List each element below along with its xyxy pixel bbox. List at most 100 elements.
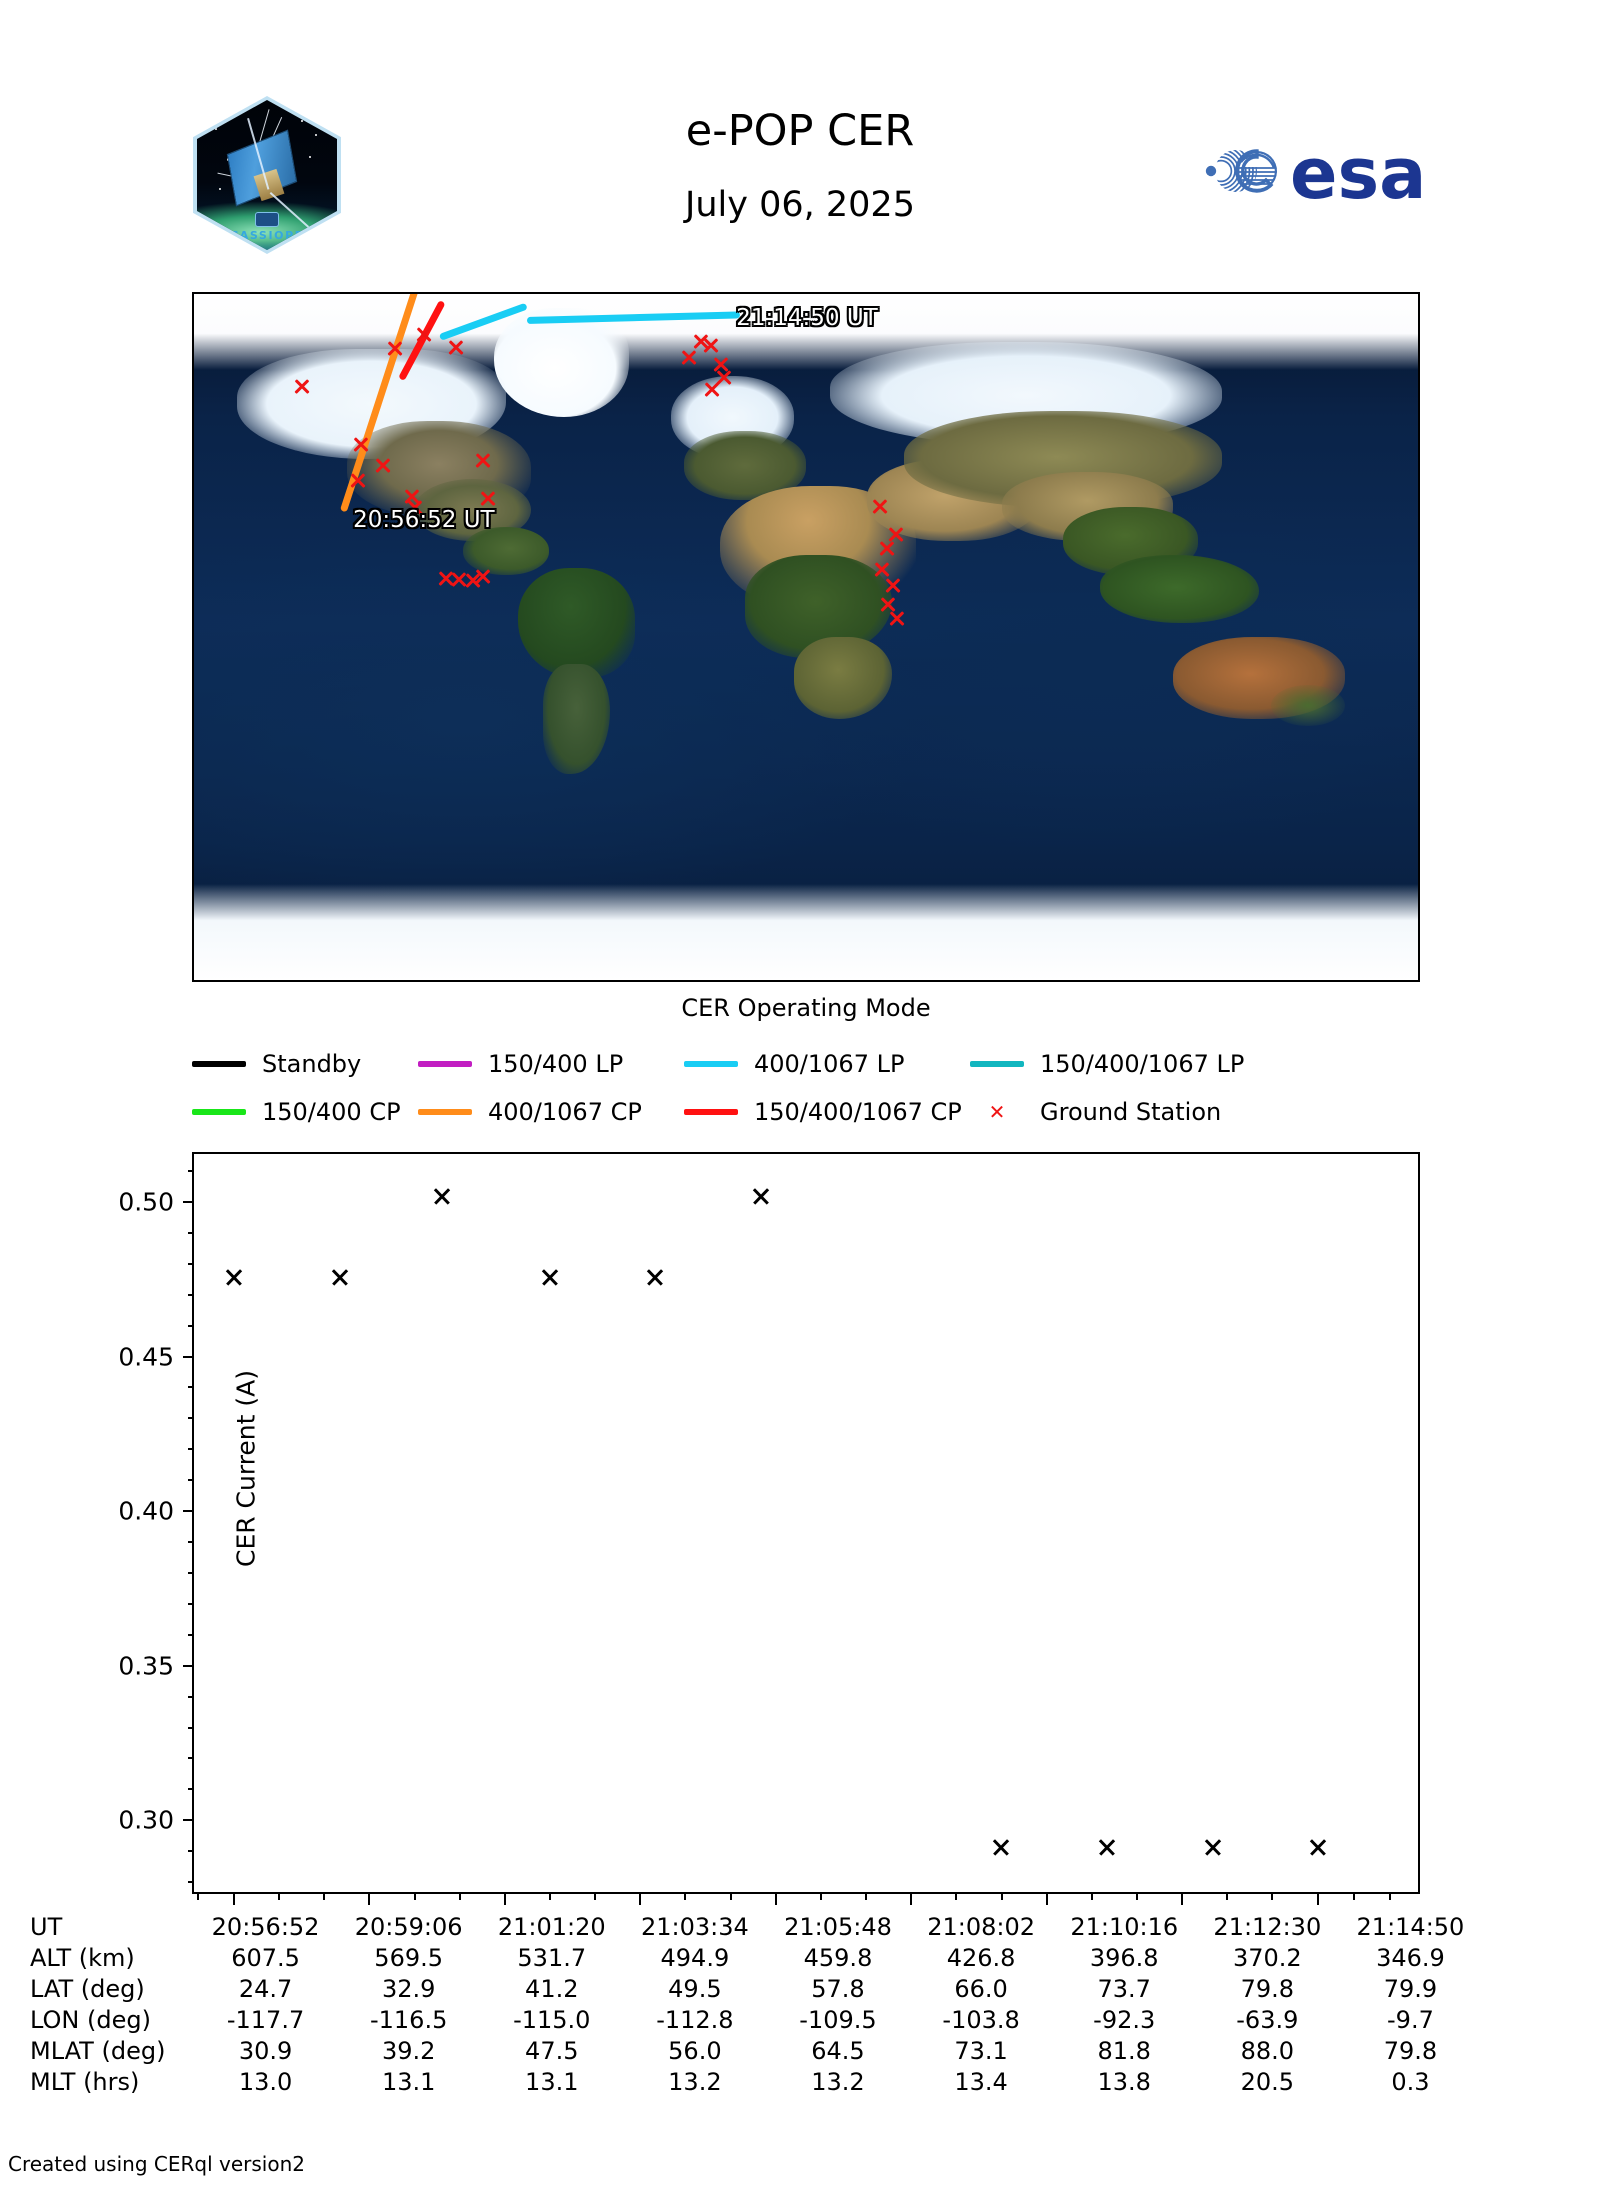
table-cell-value: 607.5 bbox=[231, 1944, 300, 1972]
y-tick-minor bbox=[188, 1479, 194, 1482]
cer-current-plot: CER Current (A) 0.30 0.35 0.40 0.45 0.50 bbox=[0, 1152, 1600, 1912]
y-tick-minor bbox=[188, 1788, 194, 1791]
x-tick-major bbox=[503, 1892, 506, 1905]
table-cell-value: 79.9 bbox=[1383, 1975, 1438, 2003]
data-point-marker bbox=[1307, 1836, 1329, 1858]
table-cell-value: 39.2 bbox=[381, 2037, 436, 2065]
legend-item-label: Ground Station bbox=[1040, 1098, 1222, 1126]
ground-station-x-icon bbox=[373, 455, 393, 475]
table-cell-value: 21:14:50 bbox=[1356, 1913, 1465, 1941]
x-tick-minor bbox=[1226, 1892, 1229, 1900]
y-tick-minor bbox=[188, 1541, 194, 1543]
x-tick-minor bbox=[1352, 1892, 1355, 1900]
table-cell-value: 21:03:34 bbox=[640, 1913, 749, 1941]
y-tick-label: 0.35 bbox=[118, 1651, 174, 1681]
table-cell-value: 531.7 bbox=[517, 1944, 587, 1972]
x-tick-minor bbox=[1388, 1892, 1391, 1900]
table-cell-value: 57.8 bbox=[811, 1975, 865, 2003]
table-cell-value: 13.0 bbox=[238, 2068, 293, 2096]
table-row-label: MLAT (deg) bbox=[30, 2037, 166, 2065]
legend-item-150-400-1067-lp[interactable]: 150/400/1067 LP bbox=[970, 1050, 1244, 1078]
x-tick-minor bbox=[594, 1892, 597, 1900]
x-tick-major bbox=[774, 1892, 777, 1905]
table-cell-value: 494.9 bbox=[660, 1944, 730, 1972]
table-row: MLAT (deg) 30.9 39.2 47.5 56.0 64.5 73.1 81.8 88… bbox=[30, 2036, 1482, 2067]
ground-station-x-icon bbox=[702, 379, 722, 399]
table-cell-value: 20.5 bbox=[1240, 2068, 1295, 2096]
table-cell-value: 13.8 bbox=[1097, 2068, 1151, 2096]
map-label-start-ut: 20:56:52 UT bbox=[353, 506, 495, 533]
ground-station-x-icon bbox=[877, 538, 897, 558]
legend-row-1: Standby 150/400 LP 400/1067 LP 150/400/1… bbox=[192, 1040, 1432, 1088]
x-tick-major bbox=[910, 1892, 913, 1905]
table-cell-value: 32.9 bbox=[381, 1975, 436, 2003]
legend-line-swatch bbox=[192, 1061, 246, 1067]
legend-item-150-400-1067-cp[interactable]: 150/400/1067 CP bbox=[684, 1098, 970, 1126]
y-tick-minor bbox=[188, 1262, 194, 1265]
table-cell-value: 30.9 bbox=[238, 2037, 293, 2065]
x-tick-minor bbox=[1090, 1892, 1093, 1900]
x-tick-minor bbox=[819, 1892, 822, 1900]
legend-item-standby[interactable]: Standby bbox=[192, 1050, 418, 1078]
y-tick-minor bbox=[188, 1881, 194, 1884]
table-cell-value: -109.5 bbox=[799, 2006, 877, 2034]
table-cell-value: 24.7 bbox=[238, 1975, 293, 2003]
legend-item-label: 150/400/1067 LP bbox=[1040, 1050, 1245, 1078]
table-cell-value: 20:56:52 bbox=[211, 1913, 320, 1941]
legend-line-swatch bbox=[192, 1109, 246, 1115]
ground-track-map[interactable]: 21:14:50 UT 20:56:52 UT bbox=[192, 292, 1420, 982]
legend-item-label: 150/400 LP bbox=[488, 1050, 624, 1078]
x-tick-minor bbox=[323, 1892, 326, 1900]
table-cell-value: 20:59:06 bbox=[354, 1913, 463, 1941]
x-tick-minor bbox=[955, 1892, 958, 1900]
table-cell-value: 370.2 bbox=[1232, 1944, 1302, 1972]
table-row-label: LON (deg) bbox=[30, 2006, 151, 2034]
table-cell-value: 81.8 bbox=[1097, 2037, 1151, 2065]
table-cell-value: 41.2 bbox=[525, 1975, 579, 2003]
legend-item-400-1067-lp[interactable]: 400/1067 LP bbox=[684, 1050, 970, 1078]
table-cell-value: 79.8 bbox=[1240, 1975, 1295, 2003]
table-cell-value: 569.5 bbox=[374, 1944, 444, 1972]
table-row-label: MLT (hrs) bbox=[30, 2068, 140, 2096]
table-cell-value: 0.3 bbox=[1391, 2068, 1430, 2096]
legend-item-ground-station[interactable]: ✕ Ground Station bbox=[970, 1098, 1222, 1126]
table-cell-value: 396.8 bbox=[1089, 1944, 1159, 1972]
legend-item-label: 150/400/1067 CP bbox=[754, 1098, 962, 1126]
table-cell-value: 13.4 bbox=[954, 2068, 1008, 2096]
y-tick-minor bbox=[188, 1417, 194, 1420]
y-tick-label: 0.50 bbox=[118, 1187, 174, 1217]
table-cell-value: 21:05:48 bbox=[784, 1913, 892, 1941]
x-tick-major bbox=[1181, 1892, 1184, 1905]
x-tick-minor bbox=[684, 1892, 687, 1900]
y-tick-major bbox=[183, 1355, 194, 1358]
ground-station-x-icon bbox=[385, 338, 405, 358]
ground-station-x-icon bbox=[414, 324, 434, 344]
x-tick-minor bbox=[729, 1892, 732, 1900]
table-row-label: LAT (deg) bbox=[30, 1975, 145, 2003]
legend-item-150-400-cp[interactable]: 150/400 CP bbox=[192, 1098, 418, 1126]
x-tick-major bbox=[639, 1892, 642, 1905]
plot-axes-frame[interactable]: CER Current (A) 0.30 0.35 0.40 0.45 0.50 bbox=[118, 1152, 1420, 1905]
legend-item-400-1067-cp[interactable]: 400/1067 CP bbox=[418, 1098, 684, 1126]
y-tick-minor bbox=[188, 1633, 194, 1636]
y-tick-minor bbox=[188, 1293, 194, 1296]
y-tick-label: 0.45 bbox=[118, 1342, 174, 1371]
x-tick-minor bbox=[865, 1892, 868, 1900]
legend-item-150-400-lp[interactable]: 150/400 LP bbox=[418, 1050, 684, 1078]
y-axis-label: CER Current (A) bbox=[231, 1369, 261, 1568]
y-tick-minor bbox=[188, 1448, 194, 1451]
ground-station-x-icon bbox=[473, 566, 493, 586]
y-tick-minor bbox=[188, 1850, 194, 1853]
x-tick-minor bbox=[458, 1892, 461, 1900]
y-tick-label: 0.40 bbox=[118, 1496, 174, 1526]
data-point-marker bbox=[329, 1266, 351, 1288]
ground-station-x-icon bbox=[292, 376, 312, 396]
data-point-marker bbox=[539, 1266, 561, 1288]
table-cell-value: 73.7 bbox=[1097, 1975, 1151, 2003]
y-tick-major bbox=[183, 1510, 194, 1513]
table-cell-value: -92.3 bbox=[1093, 2006, 1156, 2034]
legend-item-label: 400/1067 CP bbox=[488, 1098, 642, 1126]
world-satellite-basemap: 21:14:50 UT 20:56:52 UT bbox=[194, 294, 1418, 980]
legend-item-label: Standby bbox=[262, 1050, 362, 1078]
table-cell-value: 66.0 bbox=[954, 1975, 1008, 2003]
